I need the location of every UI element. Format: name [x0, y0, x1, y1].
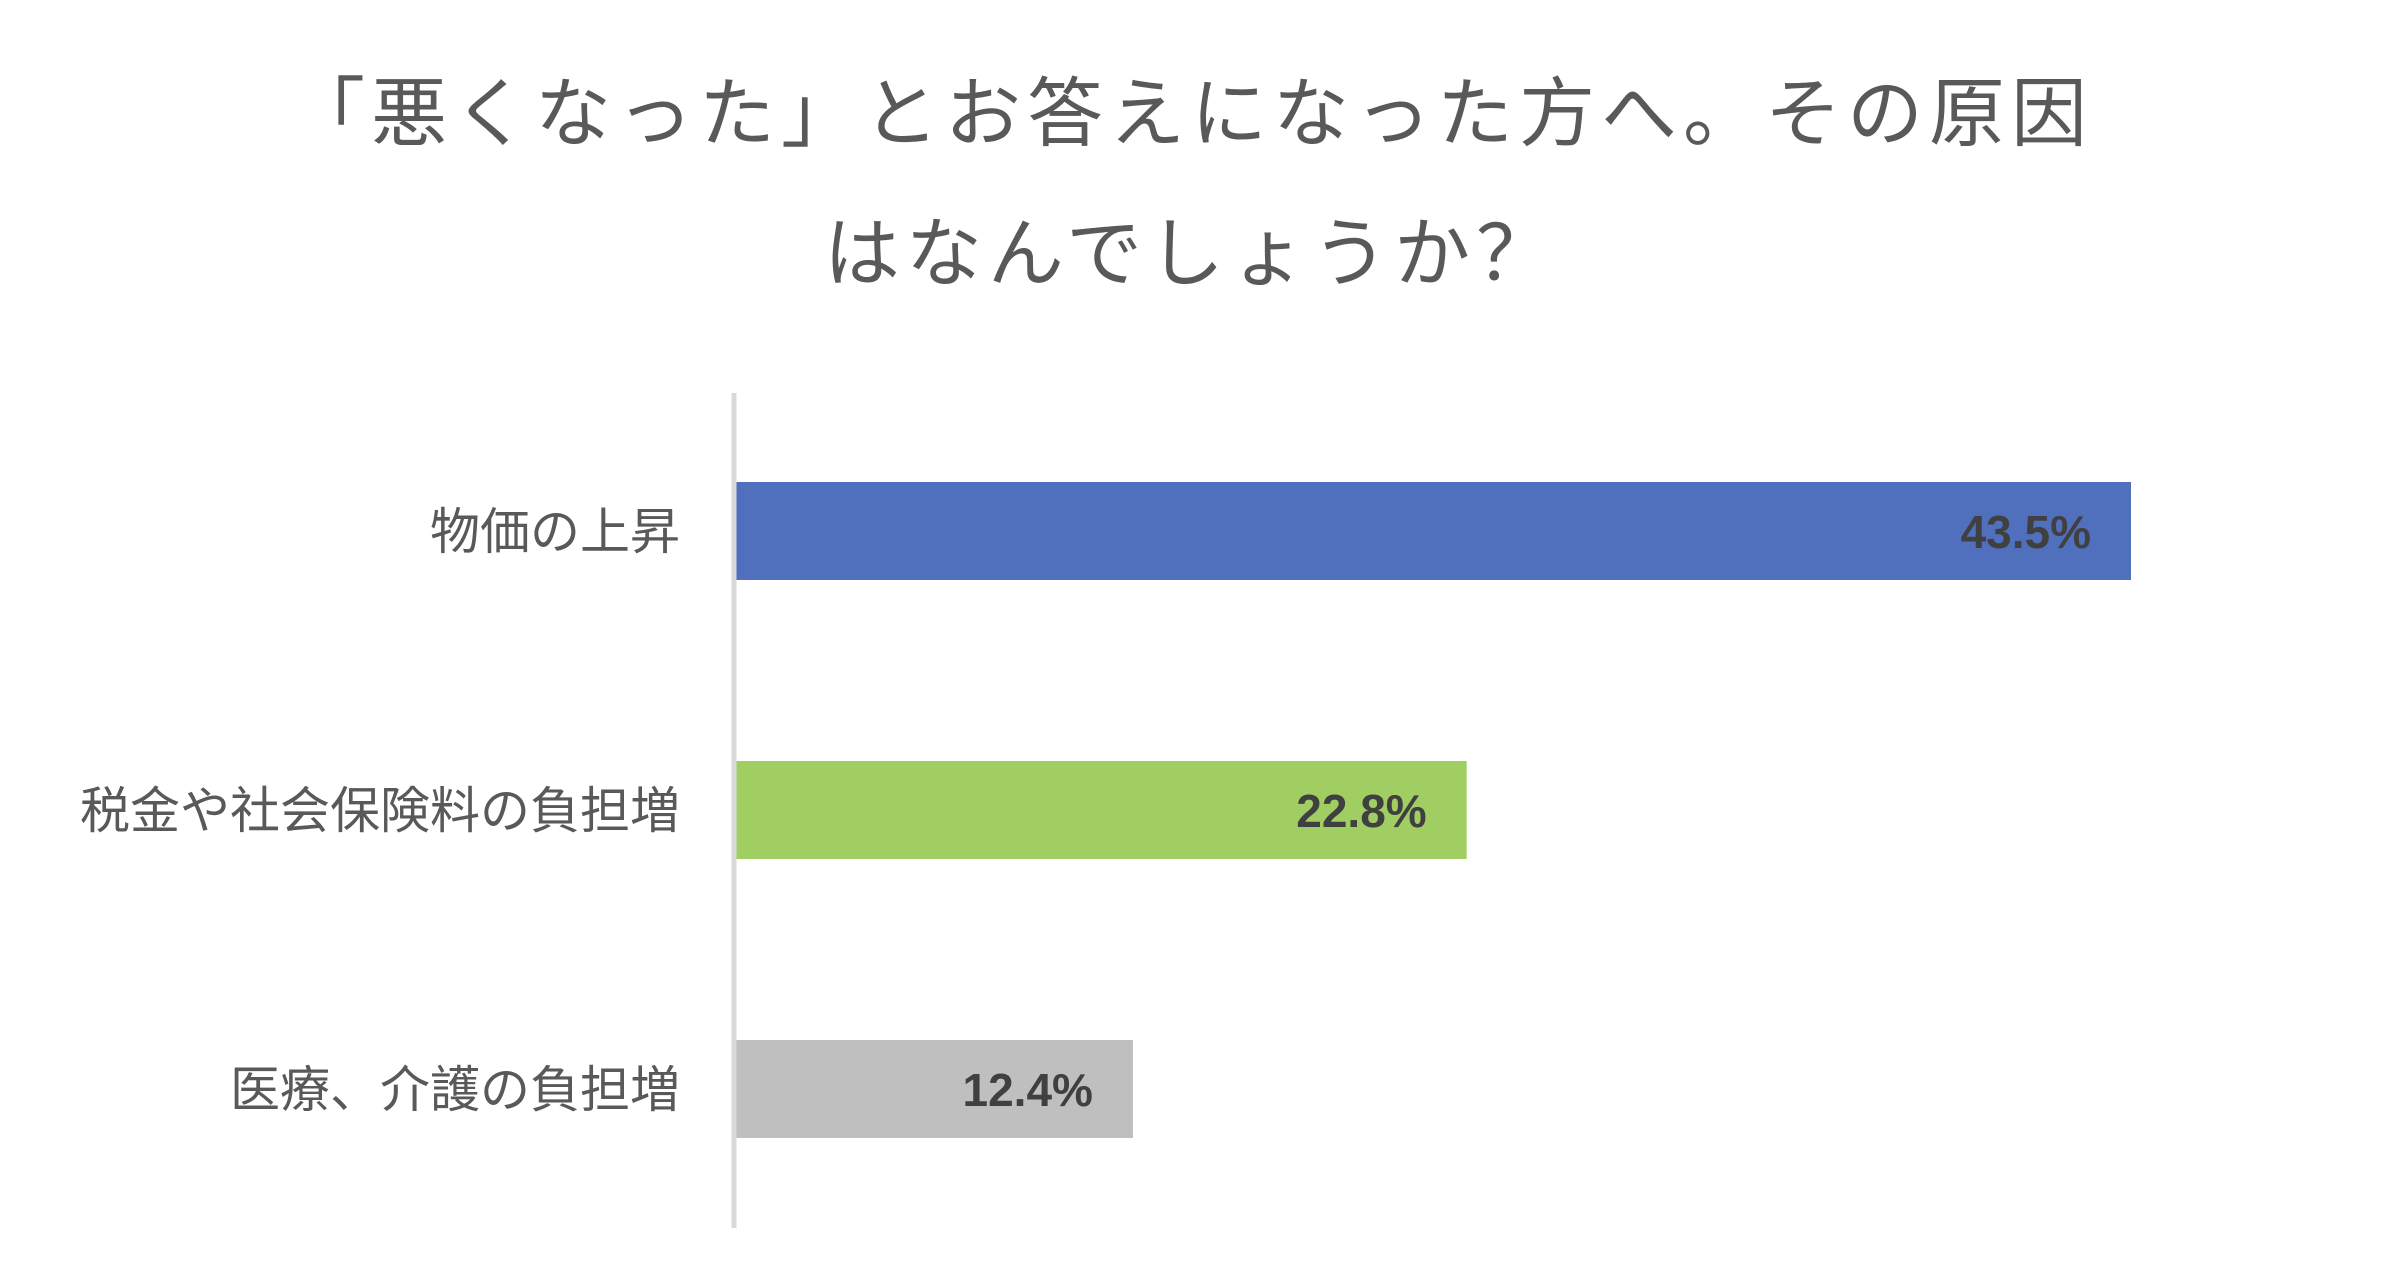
- data-label-2: 22.8%: [1296, 785, 1426, 837]
- category-label-2: 税金や社会保険料の負担増: [80, 782, 680, 840]
- chart-title-line-2: はなんでしょうか？: [823, 209, 1559, 298]
- bar-3: [735, 1040, 1133, 1138]
- bar-2: [735, 761, 1467, 859]
- category-label-3: 医療、介護の負担増: [230, 1061, 680, 1119]
- category-label-1: 物価の上昇: [430, 503, 680, 561]
- chart-title-line-1: 「悪くなった」とお答えになった方へ。その原因: [289, 69, 2093, 158]
- data-label-3: 12.4%: [963, 1064, 1093, 1116]
- bar-1: [735, 482, 2131, 580]
- data-label-1: 43.5%: [1961, 506, 2091, 558]
